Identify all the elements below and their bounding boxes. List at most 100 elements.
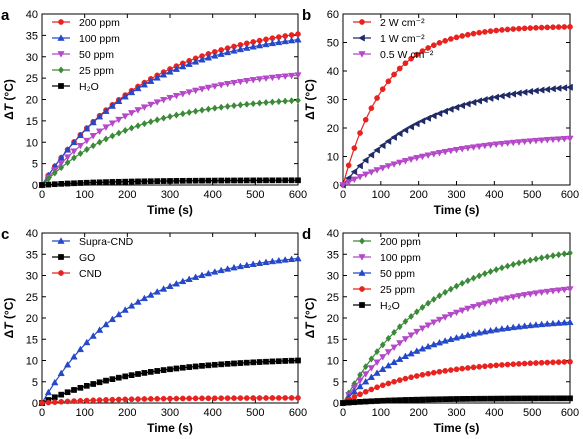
data-point (543, 320, 551, 327)
x-tick-label: 300 (161, 407, 179, 419)
data-point (166, 68, 174, 75)
data-point (476, 272, 483, 280)
data-point (504, 395, 511, 402)
data-point (127, 302, 136, 309)
data-point (256, 99, 263, 107)
data-point (368, 355, 375, 363)
data-point (103, 179, 109, 185)
data-point (357, 399, 363, 405)
data-point (211, 395, 218, 402)
data-point (230, 263, 238, 271)
data-point (509, 139, 517, 147)
data-point (401, 126, 409, 134)
legend-marker (57, 237, 65, 244)
data-point (447, 335, 455, 343)
data-point (362, 398, 369, 405)
legend-label: 25 ppm (380, 284, 415, 296)
data-point (121, 92, 129, 100)
data-point (499, 395, 505, 402)
data-point (385, 78, 392, 85)
y-axis-label: ΔT (°C) (303, 298, 317, 339)
data-point (205, 395, 212, 402)
data-point (566, 318, 574, 326)
data-point (295, 96, 301, 104)
data-point (486, 142, 495, 149)
legend-marker (58, 19, 64, 25)
series-2 (38, 72, 302, 189)
data-point (269, 98, 276, 106)
data-point (538, 395, 545, 402)
data-point (127, 110, 136, 117)
data-point (384, 163, 393, 170)
data-point (199, 363, 205, 369)
data-point (115, 116, 123, 124)
data-point (470, 274, 477, 282)
data-point (71, 387, 77, 393)
data-point (465, 365, 471, 371)
data-point (83, 179, 90, 186)
data-point (159, 70, 168, 78)
data-point (231, 177, 237, 184)
data-point (160, 178, 167, 184)
data-point (243, 77, 251, 85)
data-point (469, 144, 478, 151)
data-point (475, 143, 483, 151)
data-point (128, 124, 135, 132)
data-point (115, 129, 122, 137)
data-point (199, 395, 205, 402)
data-point (476, 395, 483, 402)
data-point (76, 131, 85, 139)
data-point (263, 177, 269, 184)
legend-label: 1 W cm⁻² (380, 33, 425, 45)
data-point (173, 365, 180, 372)
data-point (447, 147, 455, 155)
data-point (287, 72, 296, 80)
x-tick-label: 0 (39, 189, 45, 201)
y-axis-label-unit: (°C) (2, 79, 16, 104)
data-point (521, 360, 528, 367)
data-point (287, 255, 296, 262)
data-point (282, 358, 289, 364)
data-point (504, 262, 511, 270)
data-point (396, 355, 404, 362)
data-point (396, 397, 403, 403)
data-point (275, 256, 283, 264)
data-point (90, 381, 97, 387)
data-point (453, 282, 460, 290)
data-point (408, 312, 414, 321)
data-point (385, 334, 392, 343)
data-point (154, 368, 161, 374)
y-axis-label-variable: T (303, 321, 317, 330)
data-point (275, 74, 283, 81)
data-point (465, 31, 471, 38)
data-point (561, 250, 568, 258)
data-point (275, 38, 283, 46)
y-axis-label-unit: (°C) (2, 298, 16, 323)
data-point (198, 55, 206, 63)
data-point (425, 299, 432, 307)
data-point (441, 337, 449, 344)
data-point (77, 384, 84, 391)
data-point (217, 82, 225, 89)
data-point (509, 323, 517, 331)
data-point (521, 25, 528, 32)
y-tick-label: 50 (327, 38, 339, 50)
y-tick-label: 30 (327, 95, 339, 107)
x-tick-label: 100 (75, 189, 93, 201)
y-axis-label-delta: Δ (2, 111, 16, 120)
data-point (179, 364, 186, 371)
data-point (141, 120, 148, 128)
data-point (510, 395, 517, 402)
data-point (493, 266, 500, 274)
data-point (83, 124, 91, 132)
series-4 (39, 177, 301, 188)
data-point (243, 359, 250, 366)
data-point (134, 298, 142, 305)
legend-label: H₂O (380, 300, 400, 312)
data-point (122, 126, 129, 135)
data-point (77, 397, 84, 404)
data-point (179, 62, 187, 70)
data-point (482, 29, 488, 35)
data-point (95, 128, 104, 136)
data-point (430, 369, 437, 376)
